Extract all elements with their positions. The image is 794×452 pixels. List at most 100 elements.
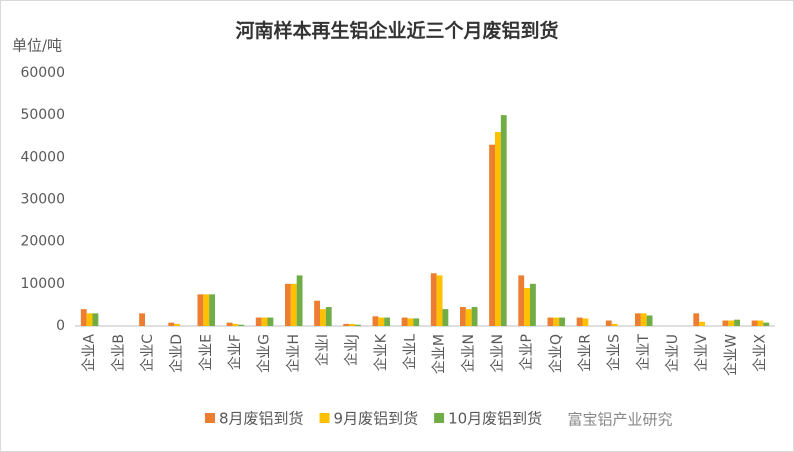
legend-label: 10月废铝到货	[448, 410, 542, 428]
bar	[559, 317, 565, 326]
x-tick-label: 企业U	[664, 334, 681, 372]
x-tick-label: 企业D	[168, 334, 185, 373]
legend-swatch	[434, 413, 445, 423]
x-tick-label: 企业K	[372, 333, 389, 371]
x-tick-label: 企业T	[635, 334, 652, 371]
bar	[296, 275, 303, 326]
y-axis-label: 单位/吨	[12, 37, 62, 55]
bar	[314, 300, 320, 326]
x-tick-label: 企业B	[110, 334, 127, 372]
bar	[646, 315, 653, 326]
x-tick-label: 企业E	[197, 334, 214, 371]
x-tick-label: 企业Q	[547, 334, 564, 373]
bar	[168, 322, 175, 326]
x-tick-label: 企业L	[401, 334, 418, 370]
x-tick-label: 企业A	[81, 334, 98, 372]
bar	[209, 294, 215, 326]
y-tick-label: 20000	[20, 234, 65, 250]
bar	[285, 283, 291, 326]
bar	[734, 319, 740, 326]
x-tick-label: 企业M	[431, 334, 448, 374]
bar	[384, 317, 390, 326]
x-tick-label: 企业F	[226, 334, 243, 370]
bar	[92, 313, 99, 326]
bar	[547, 317, 554, 326]
bar	[524, 288, 530, 326]
bar	[442, 309, 449, 326]
bar	[699, 321, 705, 326]
bar	[500, 115, 507, 327]
bar	[401, 317, 408, 326]
bar	[349, 323, 355, 326]
bar	[605, 320, 612, 326]
x-tick-label: 企业N	[489, 334, 506, 372]
x-tick-label: 企业X	[751, 334, 768, 372]
legend-swatch	[205, 413, 215, 423]
bar	[343, 323, 350, 326]
bar	[267, 317, 274, 326]
bar	[640, 313, 647, 326]
bar	[576, 317, 583, 326]
y-tick-label: 60000	[20, 65, 65, 81]
x-tick-label: 企业W	[722, 334, 739, 376]
bar	[174, 323, 180, 326]
y-tick-label: 30000	[20, 192, 65, 208]
bar	[728, 320, 735, 326]
x-tick-label: 企业H	[285, 334, 302, 373]
bar	[86, 313, 93, 326]
watermark: 富宝铝产业研究	[567, 411, 672, 429]
y-tick-label: 10000	[20, 276, 65, 292]
bar	[495, 132, 501, 326]
bar	[355, 324, 361, 326]
bar	[751, 320, 758, 326]
bar	[489, 144, 495, 326]
bar	[436, 275, 443, 326]
legend-label: 9月废铝到货	[334, 410, 419, 428]
bar	[722, 320, 729, 326]
x-tick-label: 企业V	[693, 334, 710, 372]
bar	[238, 324, 245, 326]
legend-swatch	[319, 413, 330, 423]
x-tick-label: 企业C	[139, 334, 156, 372]
bar	[255, 317, 262, 326]
bar	[582, 318, 589, 326]
bar	[460, 307, 466, 326]
bar	[530, 283, 536, 326]
x-tick-label: 企业N	[460, 334, 477, 372]
bar	[372, 316, 379, 326]
y-tick-label: 50000	[20, 107, 65, 123]
bar	[320, 309, 326, 326]
y-tick-label: 40000	[20, 149, 65, 165]
x-tick-label: 企业J	[343, 334, 360, 366]
bar	[471, 307, 478, 326]
x-tick-label: 企业I	[314, 334, 331, 366]
bar	[757, 320, 764, 326]
bar	[611, 323, 618, 326]
x-tick-label: 企业G	[256, 334, 273, 373]
bar	[378, 317, 385, 326]
bar	[226, 322, 233, 326]
bar	[407, 318, 414, 326]
x-tick-label: 企业S	[606, 334, 623, 371]
bar	[139, 313, 145, 326]
bar	[203, 294, 210, 326]
x-tick-label: 企业P	[518, 334, 535, 370]
bar	[693, 313, 700, 326]
bar	[261, 317, 268, 326]
bar	[290, 283, 297, 326]
legend-label: 8月废铝到货	[219, 410, 304, 428]
bar	[197, 294, 204, 326]
bar	[465, 309, 472, 326]
bar	[232, 323, 239, 326]
bar	[635, 313, 641, 326]
chart-title: 河南样本再生铝企业近三个月废铝到货	[235, 19, 558, 42]
bar	[80, 309, 87, 326]
x-tick-label: 企业R	[576, 334, 593, 372]
y-tick-label: 0	[56, 318, 65, 334]
bar	[325, 307, 332, 326]
bar	[763, 322, 770, 326]
bar	[518, 275, 525, 326]
bar	[413, 318, 420, 326]
